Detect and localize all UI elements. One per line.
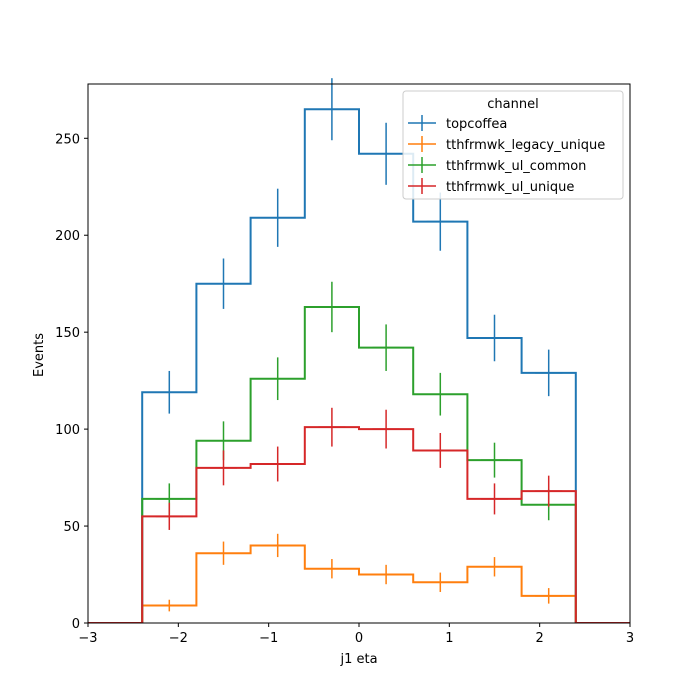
x-tick-label: 0 xyxy=(355,631,363,646)
x-tick-label: −3 xyxy=(78,631,97,646)
legend-handle-tthfrmwk_legacy_unique xyxy=(408,136,436,152)
step-line-tthfrmwk_legacy_unique xyxy=(88,544,630,623)
y-tick-label: 0 xyxy=(72,617,80,632)
legend-label-tthfrmwk_legacy_unique: tthfrmwk_legacy_unique xyxy=(446,138,605,153)
legend-handle-tthfrmwk_ul_unique xyxy=(408,178,436,194)
legend-label-tthfrmwk_ul_unique: tthfrmwk_ul_unique xyxy=(446,180,574,195)
legend-label-tthfrmwk_ul_common: tthfrmwk_ul_common xyxy=(446,159,586,174)
y-tick-label: 100 xyxy=(55,423,80,438)
step-line-topcoffea xyxy=(88,108,630,623)
y-tick-label: 200 xyxy=(55,229,80,244)
series-tthfrmwk_legacy_unique xyxy=(88,533,630,623)
x-tick-label: 2 xyxy=(536,631,544,646)
legend-handle-tthfrmwk_ul_common xyxy=(408,157,436,173)
x-tick-label: 3 xyxy=(626,631,634,646)
x-axis-label: j1 eta xyxy=(339,652,377,667)
legend-label-topcoffea: topcoffea xyxy=(446,117,507,132)
y-tick-label: 250 xyxy=(55,132,80,147)
y-axis-label: Events xyxy=(32,333,47,377)
series-tthfrmwk_ul_unique xyxy=(88,407,630,623)
axes-layer: −3 −2 −1 0 1 2 3 0 50 100 150 200 250 xyxy=(55,83,634,646)
legend: channel topcoffea tthfrmwk_legacy_uniquett… xyxy=(402,90,624,200)
x-tick-label: −2 xyxy=(169,631,188,646)
legend-handle-topcoffea xyxy=(408,115,436,131)
y-tick-label: 50 xyxy=(63,520,80,535)
series-topcoffea xyxy=(88,78,630,623)
legend-title: channel xyxy=(487,97,538,112)
x-tick-label: −1 xyxy=(259,631,278,646)
series-layer xyxy=(88,78,630,623)
legend-box xyxy=(402,90,624,200)
x-tick-label: 1 xyxy=(445,631,453,646)
y-tick-label: 150 xyxy=(55,326,80,341)
step-line-tthfrmwk_ul_unique xyxy=(88,426,630,623)
